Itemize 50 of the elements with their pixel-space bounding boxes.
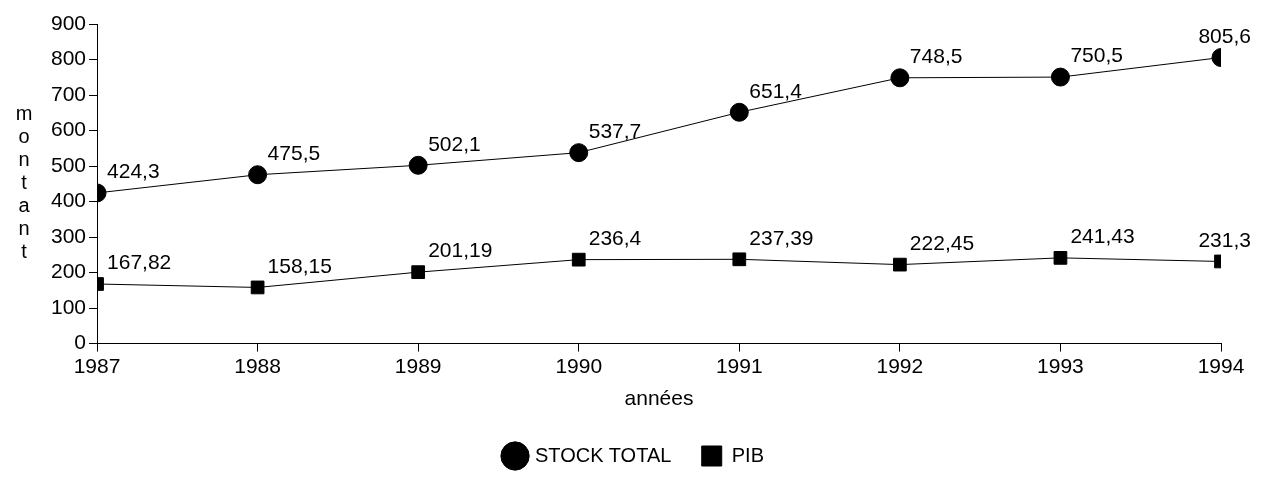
data-label: 222,45 xyxy=(909,230,975,254)
point xyxy=(890,68,910,88)
point xyxy=(1053,251,1068,265)
data-label: 651,4 xyxy=(749,78,803,102)
x-tick-label: 1990 xyxy=(555,354,603,377)
data-label: 805,6 xyxy=(1198,23,1251,47)
y-tick-label: 400 xyxy=(50,188,87,212)
x-tick-label: 1991 xyxy=(715,354,763,377)
y-tick-label: 700 xyxy=(50,81,87,105)
y-tick-label: 0 xyxy=(74,330,87,354)
point xyxy=(732,252,747,267)
y-tick-label: 800 xyxy=(50,46,87,70)
point xyxy=(1050,67,1070,87)
legend-label: STOCK TOTAL xyxy=(535,443,672,466)
y-tick-label: 200 xyxy=(50,259,87,283)
x-tick-label: 1988 xyxy=(234,354,281,377)
x-tick-label: 1993 xyxy=(1037,354,1084,377)
y-axis-title: montant xyxy=(15,102,33,263)
y-tick-label: 300 xyxy=(50,223,87,247)
data-label: 537,7 xyxy=(588,118,642,142)
data-label: 158,15 xyxy=(267,253,332,277)
y-tick-label: 500 xyxy=(50,152,87,176)
y-tick-label: 600 xyxy=(50,117,87,141)
data-label: 231,3 xyxy=(1198,227,1251,251)
point xyxy=(411,265,426,280)
x-tick-label: 1992 xyxy=(876,354,924,377)
x-tick-label: 1989 xyxy=(394,354,442,377)
point xyxy=(248,165,268,185)
data-label: 201,19 xyxy=(428,238,493,262)
point xyxy=(729,102,749,122)
data-label: 750,5 xyxy=(1070,43,1123,67)
x-axis-title: années xyxy=(624,386,694,410)
x-tick-label: 1987 xyxy=(73,354,121,377)
point xyxy=(250,280,265,295)
data-label: 167,82 xyxy=(107,250,172,274)
data-label: 748,5 xyxy=(909,44,963,68)
y-tick-label: 100 xyxy=(50,294,87,318)
data-label: 237,39 xyxy=(749,225,814,249)
data-label: 236,4 xyxy=(588,225,642,249)
legend-label: PIB xyxy=(731,443,764,466)
y-tick-label: 900 xyxy=(50,10,87,34)
point xyxy=(408,155,428,175)
x-tick-label: 1994 xyxy=(1197,354,1245,377)
data-label: 424,3 xyxy=(107,159,160,183)
data-label: 502,1 xyxy=(428,131,481,155)
point xyxy=(571,252,586,267)
point xyxy=(569,143,589,163)
data-label: 241,43 xyxy=(1070,224,1135,248)
data-label: 475,5 xyxy=(267,141,321,165)
point xyxy=(893,257,907,272)
